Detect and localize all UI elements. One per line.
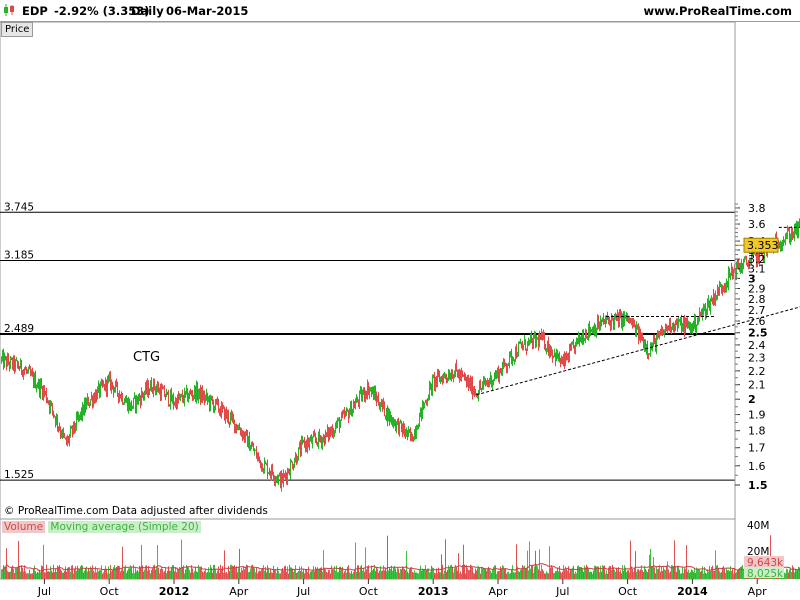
ctg-annotation: CTG xyxy=(133,350,160,365)
volume-legend-label: Volume xyxy=(2,521,46,533)
footnote: © ProRealTime.com Data adjusted after di… xyxy=(4,505,268,517)
candles xyxy=(1,218,800,492)
volume-tick-40m: 40M xyxy=(747,520,769,532)
y-tick-label: 2 xyxy=(748,393,756,406)
chart-header: EDP -2.92% (3.353) Daily 06-Mar-2015 www… xyxy=(0,0,800,22)
volume-axis: 40M 20M 9,643k 8,025k xyxy=(744,520,784,580)
price-axis[interactable]: 3.83.63.43.33.23.132.92.82.72.62.52.42.3… xyxy=(734,22,768,519)
y-tick-label: 3.8 xyxy=(748,202,766,215)
x-tick-label: Oct xyxy=(100,585,120,598)
x-tick-label: Apr xyxy=(229,585,249,598)
y-tick-label: 2.4 xyxy=(748,339,766,352)
x-tick-label: Jul xyxy=(37,585,51,598)
y-tick-label: 2.5 xyxy=(748,327,768,340)
y-tick-label: 2.6 xyxy=(748,315,766,328)
time-axis[interactable]: JulOct2012AprJulOct2013AprJulOct2014AprJ… xyxy=(37,579,800,598)
site-url: www.ProRealTime.com xyxy=(643,4,792,18)
y-tick-label: 2.2 xyxy=(748,365,766,378)
x-tick-label: Apr xyxy=(488,585,508,598)
volume-legend: Volume Moving average (Simple 20) xyxy=(2,521,201,533)
price-change: -2.92% (3.353) xyxy=(54,4,150,18)
y-tick-label: 1.8 xyxy=(748,425,766,438)
period[interactable]: Daily xyxy=(131,4,164,18)
y-tick-label: 1.5 xyxy=(748,479,768,492)
y-tick-label: 2.3 xyxy=(748,352,766,365)
y-tick-label: 2.9 xyxy=(748,282,766,295)
last-price-badge: 3.353 xyxy=(735,237,779,253)
y-tick-label: 1.6 xyxy=(748,460,766,473)
volume-last-label: 9,643k xyxy=(747,557,784,569)
y-tick-label: 3.2 xyxy=(748,253,766,266)
x-tick-label: Jul xyxy=(296,585,310,598)
level-label: 1.525 xyxy=(4,469,34,481)
level-label: 2.489 xyxy=(4,323,34,335)
ma-legend-label: Moving average (Simple 20) xyxy=(48,521,201,533)
y-tick-label: 1.7 xyxy=(748,442,766,455)
y-tick-label: 3.1 xyxy=(748,263,766,276)
x-tick-label: Jul xyxy=(555,585,569,598)
y-tick-label: 3 xyxy=(748,272,756,285)
volume-ma-label: 8,025k xyxy=(747,568,784,580)
y-tick-label: 2.7 xyxy=(748,304,766,317)
x-tick-label: 2013 xyxy=(418,585,449,598)
x-tick-label: 2012 xyxy=(159,585,190,598)
horizontal-levels: 3.745 3.185 2.489 1.525 xyxy=(0,201,735,481)
symbol: EDP xyxy=(22,4,48,18)
last-price-label: 3.353 xyxy=(747,239,779,252)
volume-tick-20m: 20M xyxy=(747,546,769,558)
trendlines xyxy=(476,226,800,396)
level-label: 3.185 xyxy=(4,250,34,262)
x-tick-label: 2014 xyxy=(677,585,708,598)
y-tick-label: 2.8 xyxy=(748,293,766,306)
y-tick-label: 2.1 xyxy=(748,379,766,392)
level-label: 3.745 xyxy=(4,201,34,213)
y-tick-label: 1.9 xyxy=(748,409,766,422)
x-tick-label: Apr xyxy=(748,585,768,598)
y-tick-label: 3.6 xyxy=(748,218,766,231)
price-panel[interactable]: 3.745 3.185 2.489 1.525 CTG xyxy=(0,21,800,520)
candlestick-icon[interactable] xyxy=(3,4,15,16)
x-tick-label: Oct xyxy=(618,585,638,598)
x-tick-label: Oct xyxy=(359,585,379,598)
date: 06-Mar-2015 xyxy=(166,4,249,18)
price-tag: Price xyxy=(1,22,34,37)
volume-ma-line xyxy=(1,563,800,572)
plot-frame xyxy=(0,21,736,520)
